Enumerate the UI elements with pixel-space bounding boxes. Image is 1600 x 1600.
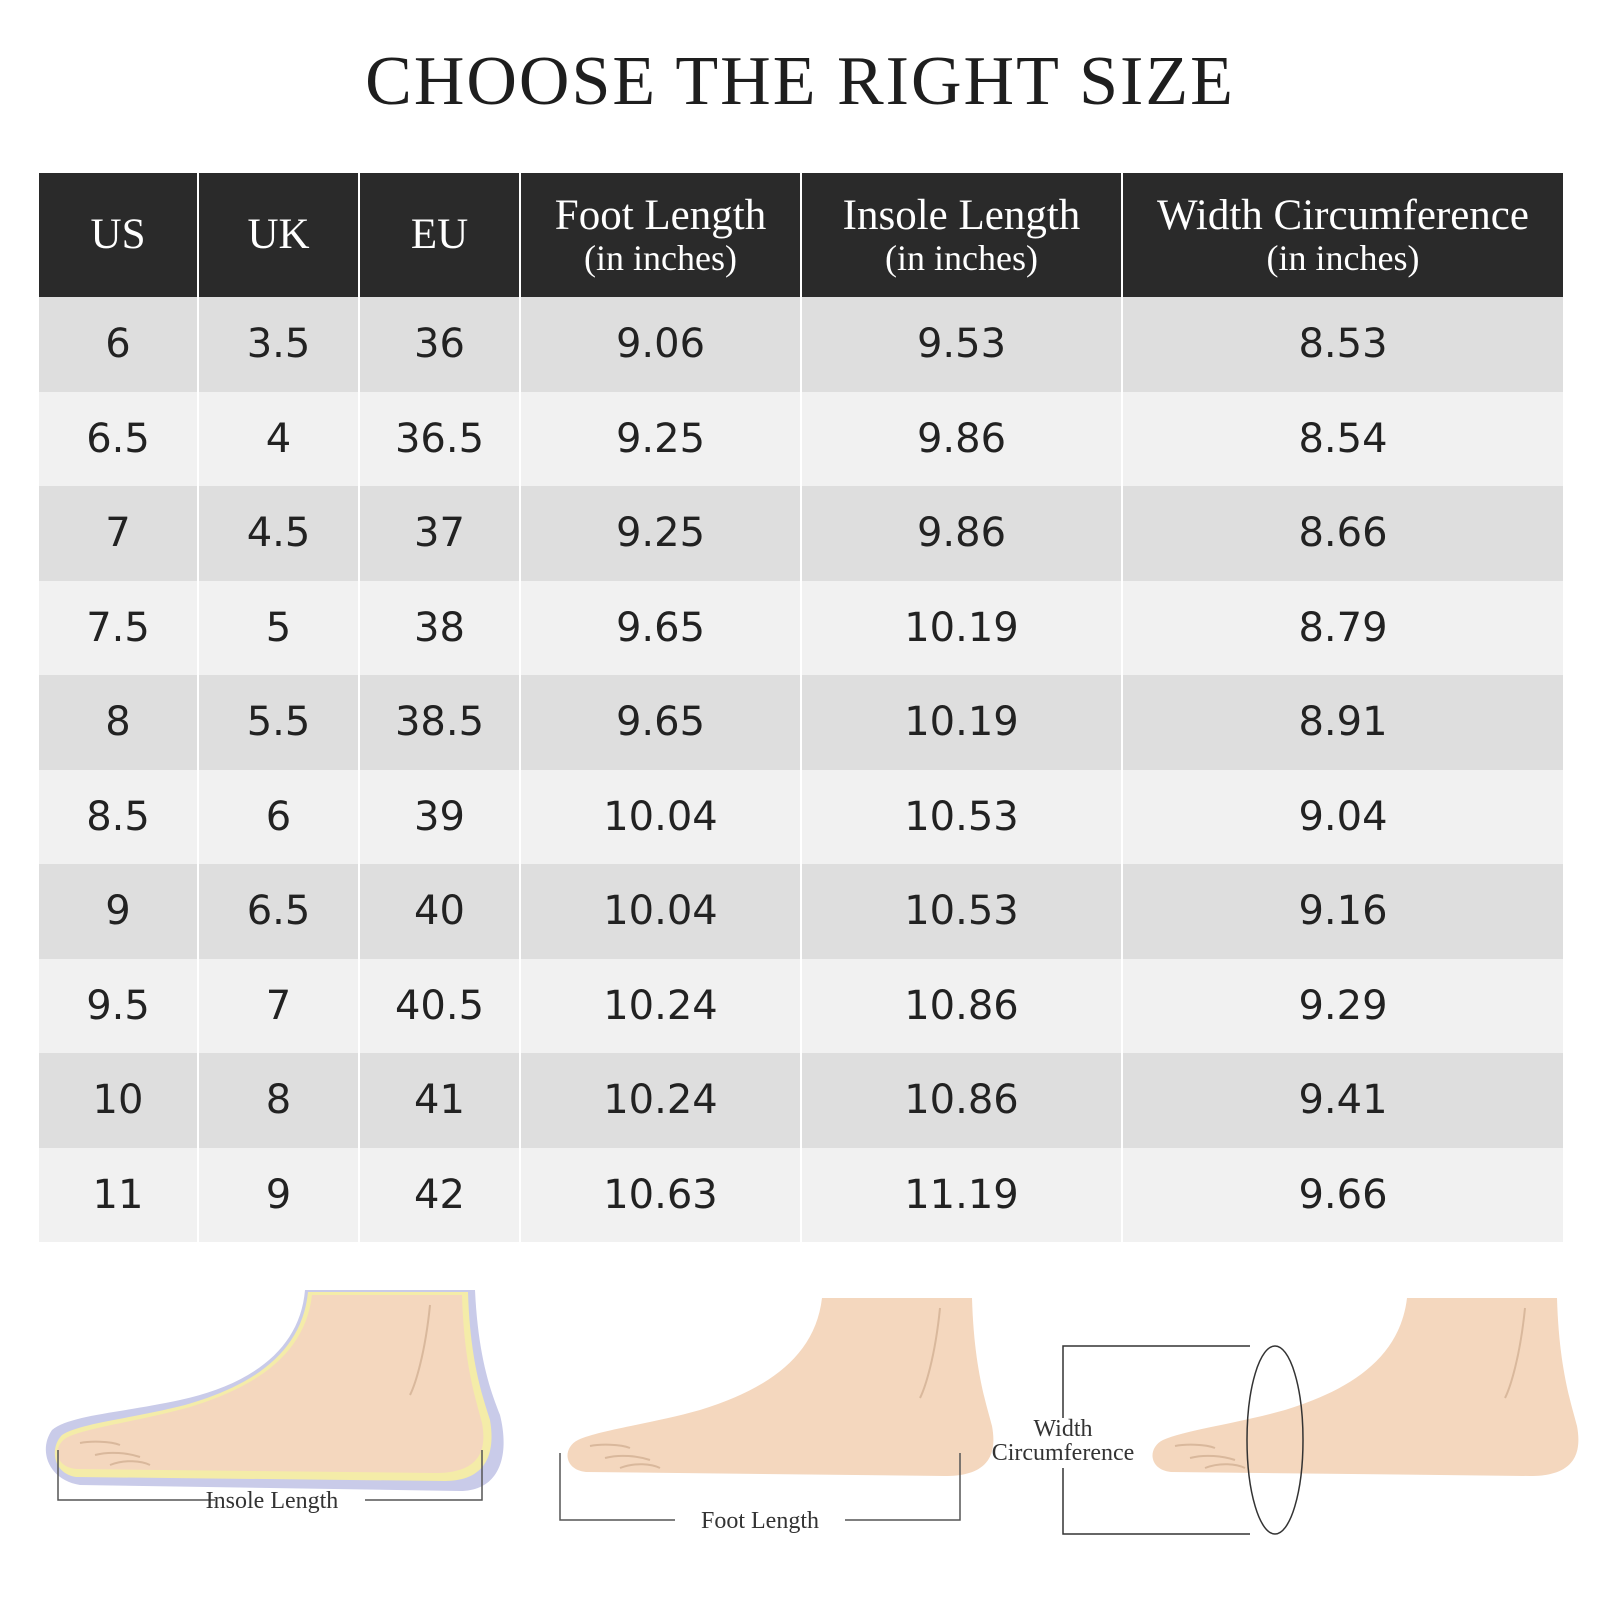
table-cell: 10.24 bbox=[519, 1053, 801, 1148]
table-cell: 8 bbox=[39, 675, 198, 770]
table-row: 6 3.5 36 9.06 9.53 8.53 bbox=[39, 297, 1563, 392]
table-cell: 8.5 bbox=[39, 769, 198, 864]
table-row: 7 4.5 37 9.25 9.86 8.66 bbox=[39, 486, 1563, 581]
header-cell: Width Circumference (in inches) bbox=[1121, 173, 1563, 297]
header-title: Insole Length bbox=[842, 191, 1081, 239]
header-title: EU bbox=[410, 211, 469, 259]
table-cell: 9.86 bbox=[800, 486, 1122, 581]
table-cell: 42 bbox=[358, 1147, 520, 1242]
header-cell: Foot Length (in inches) bbox=[519, 173, 801, 297]
table-row: 9.5 7 40.5 10.24 10.86 9.29 bbox=[39, 958, 1563, 1053]
table-body: 6 3.5 36 9.06 9.53 8.53 6.5 4 36.5 9.25 9.86 8.54 7 4… bbox=[39, 297, 1563, 1242]
table-cell: 9.66 bbox=[1121, 1147, 1563, 1242]
table-row: 7.5 5 38 9.65 10.19 8.79 bbox=[39, 580, 1563, 675]
table-cell: 6 bbox=[197, 769, 359, 864]
insole-diagram: Insole Length bbox=[45, 1290, 504, 1514]
table-cell: 10.86 bbox=[800, 1053, 1122, 1148]
table-cell: 8.79 bbox=[1121, 580, 1563, 675]
header-unit: (in inches) bbox=[1266, 237, 1420, 278]
table-cell: 9.04 bbox=[1121, 769, 1563, 864]
table-row: 6.5 4 36.5 9.25 9.86 8.54 bbox=[39, 391, 1563, 486]
table-cell: 9.65 bbox=[519, 580, 801, 675]
table-cell: 9.25 bbox=[519, 486, 801, 581]
table-cell: 8.91 bbox=[1121, 675, 1563, 770]
table-cell: 6 bbox=[39, 297, 198, 392]
header-cell: EU bbox=[358, 173, 520, 297]
foot-diagram: Foot Length bbox=[559, 1298, 994, 1534]
table-cell: 5.5 bbox=[197, 675, 359, 770]
table-cell: 10 bbox=[39, 1053, 198, 1148]
table-cell: 40.5 bbox=[358, 958, 520, 1053]
table-cell: 9.41 bbox=[1121, 1053, 1563, 1148]
table-cell: 8.66 bbox=[1121, 486, 1563, 581]
table-cell: 10.53 bbox=[800, 864, 1122, 959]
table-cell: 6.5 bbox=[197, 864, 359, 959]
header-row: US UK EU Foot Length (in inches) Insole Lengt… bbox=[39, 173, 1563, 297]
table-cell: 10.63 bbox=[519, 1147, 801, 1242]
table-row: 10 8 41 10.24 10.86 9.41 bbox=[39, 1053, 1563, 1148]
table-cell: 38 bbox=[358, 580, 520, 675]
header-title: Width Circumference bbox=[1157, 191, 1529, 239]
table-cell: 8 bbox=[197, 1053, 359, 1148]
table-cell: 11.19 bbox=[800, 1147, 1122, 1242]
table-cell: 39 bbox=[358, 769, 520, 864]
table-cell: 40 bbox=[358, 864, 520, 959]
table-cell: 10.04 bbox=[519, 769, 801, 864]
table-cell: 9.06 bbox=[519, 297, 801, 392]
table-cell: 9.53 bbox=[800, 297, 1122, 392]
table-row: 11 9 42 10.63 11.19 9.66 bbox=[39, 1147, 1563, 1242]
table-cell: 10.19 bbox=[800, 675, 1122, 770]
table-cell: 8.54 bbox=[1121, 391, 1563, 486]
header-title: Foot Length bbox=[554, 191, 767, 239]
table-cell: 4 bbox=[197, 391, 359, 486]
table-cell: 9.25 bbox=[519, 391, 801, 486]
table-cell: 36 bbox=[358, 297, 520, 392]
table-cell: 7 bbox=[39, 486, 198, 581]
header-cell: UK bbox=[197, 173, 359, 297]
table-cell: 10.53 bbox=[800, 769, 1122, 864]
table-cell: 9 bbox=[197, 1147, 359, 1242]
diagram-label: Foot Length bbox=[701, 1508, 819, 1534]
table-cell: 36.5 bbox=[358, 391, 520, 486]
header-unit: (in inches) bbox=[584, 237, 737, 278]
header-unit: (in inches) bbox=[885, 237, 1038, 278]
table-cell: 9 bbox=[39, 864, 198, 959]
table-cell: 7 bbox=[197, 958, 359, 1053]
table-cell: 7.5 bbox=[39, 580, 198, 675]
label-line: Circumference bbox=[992, 1440, 1135, 1466]
table-cell: 10.24 bbox=[519, 958, 801, 1053]
table-cell: 9.65 bbox=[519, 675, 801, 770]
diagram-label: Width Circumference bbox=[992, 1416, 1135, 1466]
header-title: UK bbox=[247, 211, 310, 259]
table-cell: 10.86 bbox=[800, 958, 1122, 1053]
table-cell: 10.04 bbox=[519, 864, 801, 959]
label-line: Width bbox=[1033, 1416, 1092, 1442]
header-cell: Insole Length (in inches) bbox=[800, 173, 1122, 297]
table-cell: 9.29 bbox=[1121, 958, 1563, 1053]
table-cell: 38.5 bbox=[358, 675, 520, 770]
table-cell: 9.5 bbox=[39, 958, 198, 1053]
table-cell: 10.19 bbox=[800, 580, 1122, 675]
table-row: 9 6.5 40 10.04 10.53 9.16 bbox=[39, 864, 1563, 959]
table-cell: 11 bbox=[39, 1147, 198, 1242]
diagram-label: Insole Length bbox=[206, 1488, 339, 1514]
table-cell: 4.5 bbox=[197, 486, 359, 581]
table-cell: 6.5 bbox=[39, 391, 198, 486]
table-cell: 8.53 bbox=[1121, 297, 1563, 392]
header-title: US bbox=[90, 211, 146, 259]
table-cell: 37 bbox=[358, 486, 520, 581]
table-cell: 3.5 bbox=[197, 297, 359, 392]
width-diagram: Width Circumference bbox=[992, 1298, 1579, 1535]
size-table: US UK EU Foot Length (in inches) Insole Lengt… bbox=[39, 173, 1563, 1242]
table-cell: 9.16 bbox=[1121, 864, 1563, 959]
table-cell: 5 bbox=[197, 580, 359, 675]
table-cell: 9.86 bbox=[800, 391, 1122, 486]
header-cell: US bbox=[39, 173, 198, 297]
table-cell: 41 bbox=[358, 1053, 520, 1148]
title: CHOOSE THE RIGHT SIZE bbox=[365, 43, 1235, 120]
table-row: 8.5 6 39 10.04 10.53 9.04 bbox=[39, 769, 1563, 864]
table-row: 8 5.5 38.5 9.65 10.19 8.91 bbox=[39, 675, 1563, 770]
